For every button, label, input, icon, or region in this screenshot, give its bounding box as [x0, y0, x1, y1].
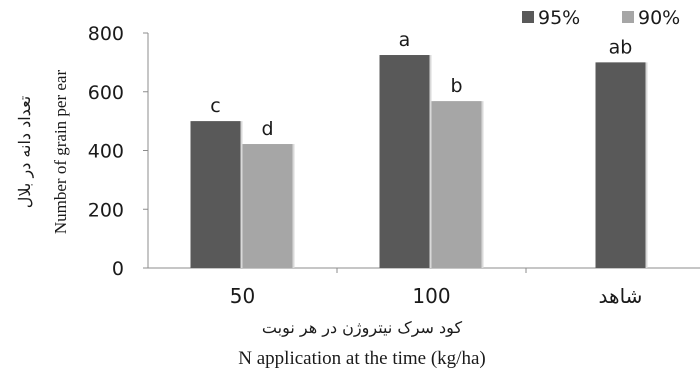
- y-axis-label-english: Number of grain per ear: [51, 70, 70, 235]
- bar-95pct-2: [595, 62, 646, 268]
- legend-swatch: [622, 11, 634, 23]
- y-axis-label-persian: تعداد دانه در بلال: [15, 96, 34, 208]
- y-tick-label: 200: [88, 199, 124, 221]
- y-tick-labels: 0 200 400 600 800: [88, 23, 124, 280]
- x-category-label: 50: [230, 284, 255, 308]
- x-category-label: شاهد: [599, 284, 643, 308]
- significance-letter: d: [261, 118, 273, 140]
- legend-swatch: [522, 11, 534, 23]
- x-category-labels: 50 100 شاهد: [230, 284, 643, 308]
- legend: 95% 90%: [522, 7, 680, 29]
- significance-letter: ab: [609, 36, 633, 58]
- legend-label: 90%: [638, 7, 680, 29]
- y-tick-label: 800: [88, 23, 124, 45]
- chart-bars: [190, 55, 648, 269]
- y-tick-label: 0: [112, 258, 124, 280]
- bar-90pct-1: [431, 101, 482, 269]
- y-tick-label: 600: [88, 82, 124, 104]
- x-axis-label-english: N application at the time (kg/ha): [238, 348, 485, 369]
- bar-95pct-1: [379, 55, 430, 268]
- y-tick-label: 400: [88, 141, 124, 163]
- significance-letter: c: [210, 95, 220, 117]
- x-category-label: 100: [412, 284, 450, 308]
- bar-95pct-0: [190, 121, 241, 268]
- x-axis-label-persian: کود سرک نیتروژن در هر نوبت: [262, 318, 463, 337]
- bar-90pct-0: [242, 144, 293, 268]
- legend-label: 95%: [538, 7, 580, 29]
- significance-letter: a: [399, 29, 411, 51]
- significance-letter: b: [450, 75, 462, 97]
